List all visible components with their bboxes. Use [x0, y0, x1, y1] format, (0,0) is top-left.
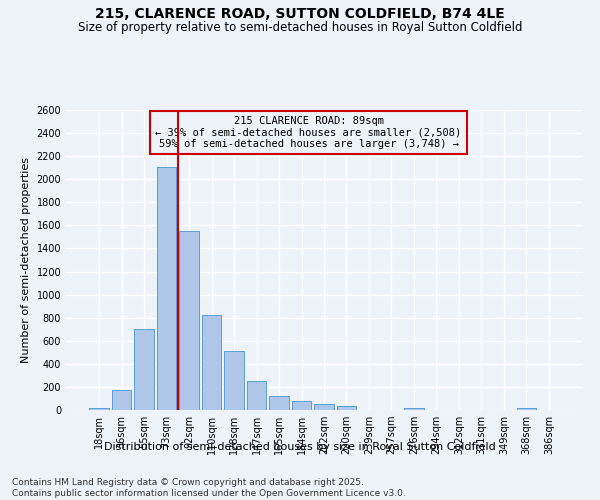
Bar [292, 402, 311, 410]
Bar [269, 396, 289, 410]
Text: 215 CLARENCE ROAD: 89sqm
← 39% of semi-detached houses are smaller (2,508)
59% o: 215 CLARENCE ROAD: 89sqm ← 39% of semi-d… [155, 116, 461, 149]
Bar [112, 390, 131, 410]
Y-axis label: Number of semi-detached properties: Number of semi-detached properties [21, 157, 31, 363]
Text: 215, CLARENCE ROAD, SUTTON COLDFIELD, B74 4LE: 215, CLARENCE ROAD, SUTTON COLDFIELD, B7… [95, 8, 505, 22]
Text: Distribution of semi-detached houses by size in Royal Sutton Coldfield: Distribution of semi-detached houses by … [104, 442, 496, 452]
Text: Contains HM Land Registry data © Crown copyright and database right 2025.
Contai: Contains HM Land Registry data © Crown c… [12, 478, 406, 498]
Bar [134, 329, 154, 410]
Bar [202, 315, 221, 410]
Bar [247, 381, 266, 410]
Bar [224, 351, 244, 410]
Bar [157, 166, 176, 410]
Bar [337, 406, 356, 410]
Bar [517, 408, 536, 410]
Bar [314, 404, 334, 410]
Bar [179, 231, 199, 410]
Bar [89, 408, 109, 410]
Bar [404, 408, 424, 410]
Text: Size of property relative to semi-detached houses in Royal Sutton Coldfield: Size of property relative to semi-detach… [78, 22, 522, 35]
